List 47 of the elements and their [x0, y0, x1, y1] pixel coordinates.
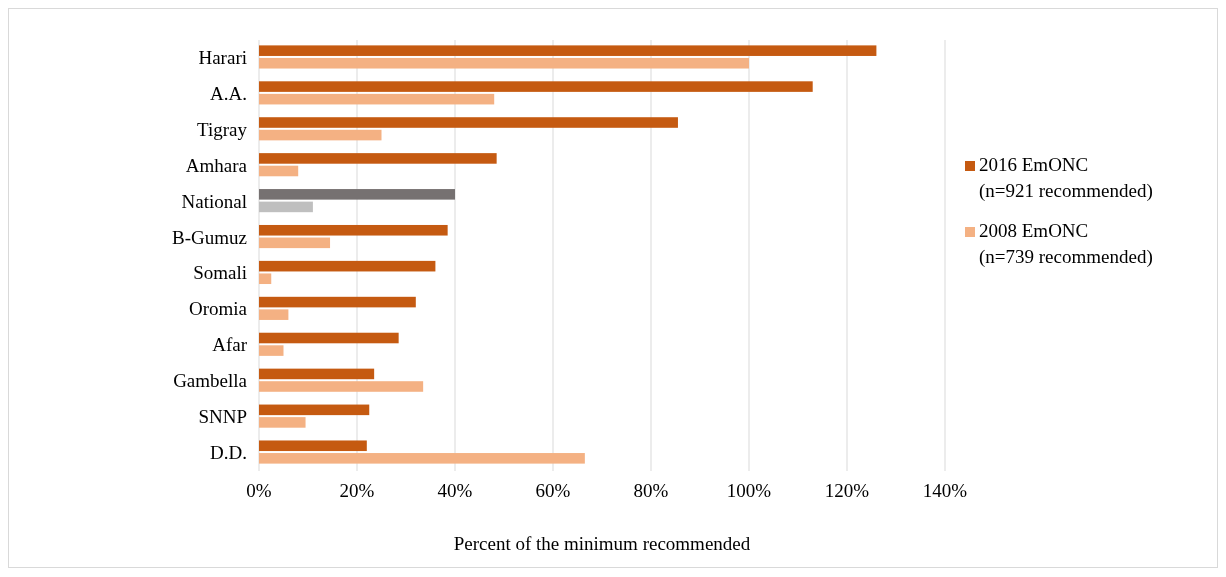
y-tick-label: Oromia [188, 298, 248, 320]
y-tick-label: Gambella [173, 370, 248, 392]
bar [259, 345, 284, 356]
bar [259, 381, 424, 392]
bar [259, 45, 877, 56]
x-axis-title: Percent of the minimum recommended [453, 533, 751, 554]
bar [259, 309, 289, 320]
bar [259, 81, 813, 92]
x-tick-label: 40% [437, 480, 473, 501]
x-tick-label: 60% [535, 480, 571, 501]
bar [259, 368, 375, 380]
y-tick-label: SNNP [198, 406, 247, 428]
bar [259, 165, 299, 177]
y-tick-label: Afar [212, 334, 248, 356]
bar [259, 417, 306, 428]
y-tick-label: Harari [198, 46, 247, 68]
bar [259, 404, 370, 416]
bar [259, 153, 497, 164]
x-tick-label: 20% [339, 480, 375, 501]
bar [259, 237, 331, 249]
bar [259, 117, 678, 128]
bar [259, 440, 367, 452]
y-tick-label: Somali [193, 262, 247, 284]
y-tick-label: B-Gumuz [172, 226, 247, 248]
y-tick-label: D.D. [210, 442, 247, 464]
bar [259, 332, 399, 344]
x-tick-label: 100% [726, 480, 772, 501]
legend-label: 2008 EmONC (n=739 recommended) [979, 220, 1153, 268]
bar [259, 201, 313, 213]
bar [259, 57, 749, 69]
y-tick-label: National [181, 190, 247, 212]
bar [259, 453, 585, 464]
bar [259, 189, 455, 200]
x-tick-label: 0% [246, 480, 272, 501]
legend-label: 2016 EmONC (n=921 recommended) [979, 154, 1153, 202]
bar [259, 273, 272, 285]
x-tick-label: 80% [633, 480, 669, 501]
y-tick-label: Tigray [197, 118, 248, 140]
x-tick-label: 120% [824, 480, 870, 501]
bar [259, 93, 495, 105]
y-tick-label: Amhara [185, 154, 248, 176]
y-tick-label: A.A. [210, 82, 247, 104]
x-tick-label: 140% [922, 480, 968, 501]
bar [259, 129, 382, 141]
bar [259, 260, 436, 272]
bar [259, 224, 448, 236]
bar [259, 296, 416, 308]
